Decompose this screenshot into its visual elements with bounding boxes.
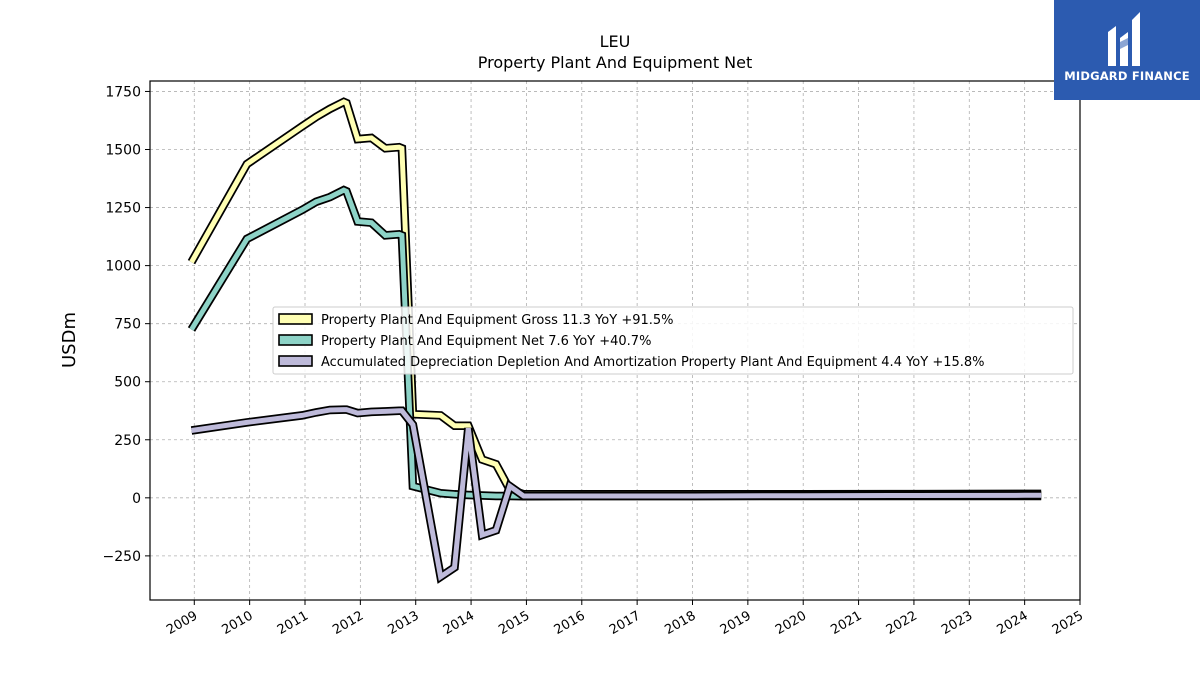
x-tick-label: 2025 [1050,608,1086,638]
x-axis: 2009 2010 2011 2012 2013 2014 2015 2016 2017 2018… [164,600,1086,638]
x-tick-label: 2013 [386,608,422,638]
x-tick-label: 2010 [219,608,255,638]
legend-entry: Accumulated Depreciation Depletion And A… [321,355,985,370]
legend-entry: Property Plant And Equipment Gross 11.3 … [321,313,674,328]
brand-logo-icon [1108,12,1140,66]
chart-title: LEU [600,32,631,51]
legend-frame [272,306,1074,375]
y-tick-label: 1250 [105,201,141,217]
legend-entry: Property Plant And Equipment Net 7.6 YoY… [321,334,651,349]
y-tick-label: 250 [114,433,141,449]
y-axis-label: USDm [59,312,80,368]
x-tick-label: 2015 [496,608,532,638]
x-tick-label: 2009 [164,608,200,638]
y-tick-label: 0 [132,491,141,507]
x-tick-label: 2016 [552,608,588,638]
y-tick-label: 1000 [105,259,141,275]
legend-swatch [278,355,313,367]
brand-logo: MIDGARD FINANCE [1054,0,1200,100]
x-tick-label: 2012 [330,608,366,638]
x-tick-label: 2017 [607,608,643,638]
series-lines [187,97,1042,584]
x-tick-label: 2021 [828,608,864,638]
legend: Property Plant And Equipment Gross 11.3 … [272,306,1074,375]
y-axis: −250 0 250 500 750 1000 1250 1500 1750 [103,84,150,565]
series-line [190,405,1042,584]
legend-swatch [278,313,313,325]
plot-frame [149,80,1081,601]
y-tick-label: 750 [114,317,141,333]
x-tick-label: 2019 [718,608,754,638]
x-tick-label: 2023 [939,608,975,638]
chart-subtitle: Property Plant And Equipment Net [478,53,753,72]
y-tick-label: 500 [114,375,141,391]
x-tick-label: 2014 [441,608,477,638]
brand-name: MIDGARD FINANCE [1064,69,1190,83]
x-tick-label: 2024 [994,608,1030,638]
x-tick-label: 2011 [275,608,311,638]
y-tick-label: 1750 [105,84,141,100]
x-tick-label: 2020 [773,608,809,638]
y-tick-label: 1500 [105,143,141,159]
x-tick-label: 2022 [884,608,920,638]
series-line-fill [191,407,1042,581]
x-tick-label: 2018 [662,608,698,638]
legend-swatch [278,334,313,346]
y-tick-label: −250 [103,549,141,565]
